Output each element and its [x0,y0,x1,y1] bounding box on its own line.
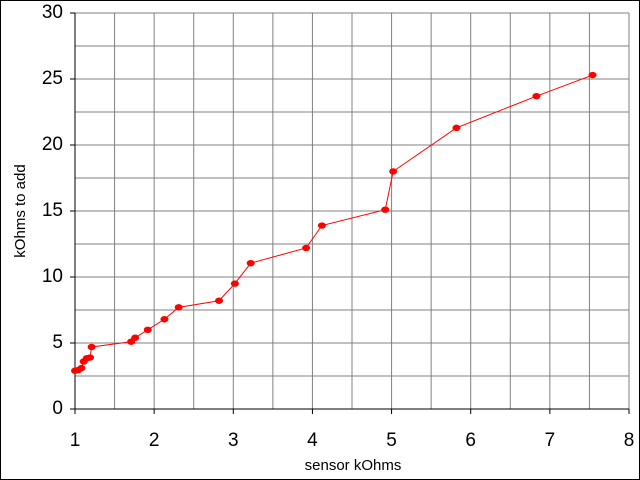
data-point [302,244,311,252]
x-tick-label: 8 [624,430,635,451]
y-tick-label: 15 [42,200,63,221]
data-point [131,334,140,341]
y-axis-label: kOhms to add [12,164,29,257]
data-point [86,354,95,361]
data-point [452,124,461,132]
x-tick-label: 6 [465,430,476,451]
x-tick-label: 5 [386,430,397,451]
y-tick-label: 25 [42,68,63,89]
data-point [160,316,169,323]
y-tick-label: 5 [52,332,63,353]
data-point [174,304,183,311]
x-tick-label: 1 [70,430,81,451]
y-tick-label: 20 [42,134,63,155]
y-tick-label: 10 [42,266,63,287]
y-tick-label: 0 [52,398,63,419]
data-point [381,206,390,213]
data-point [317,222,326,229]
data-point [77,364,86,372]
x-tick-label: 4 [307,430,318,451]
data-point [246,259,255,267]
data-point [532,92,541,100]
y-tick-label: 30 [42,2,63,23]
data-point [588,71,597,79]
data-point [87,343,96,351]
x-tick-label: 7 [545,430,556,451]
data-point [230,280,239,287]
data-point [143,326,152,333]
data-point [215,297,224,304]
x-tick-label: 3 [228,430,239,451]
x-axis-label: sensor kOhms [305,457,402,474]
x-tick-label: 2 [149,430,160,451]
data-point [389,168,398,175]
marks [71,71,597,374]
axes: 1 2 3 4 5 6 7 8 0 5 10 15 20 25 30 [42,2,634,451]
grid [75,12,630,409]
